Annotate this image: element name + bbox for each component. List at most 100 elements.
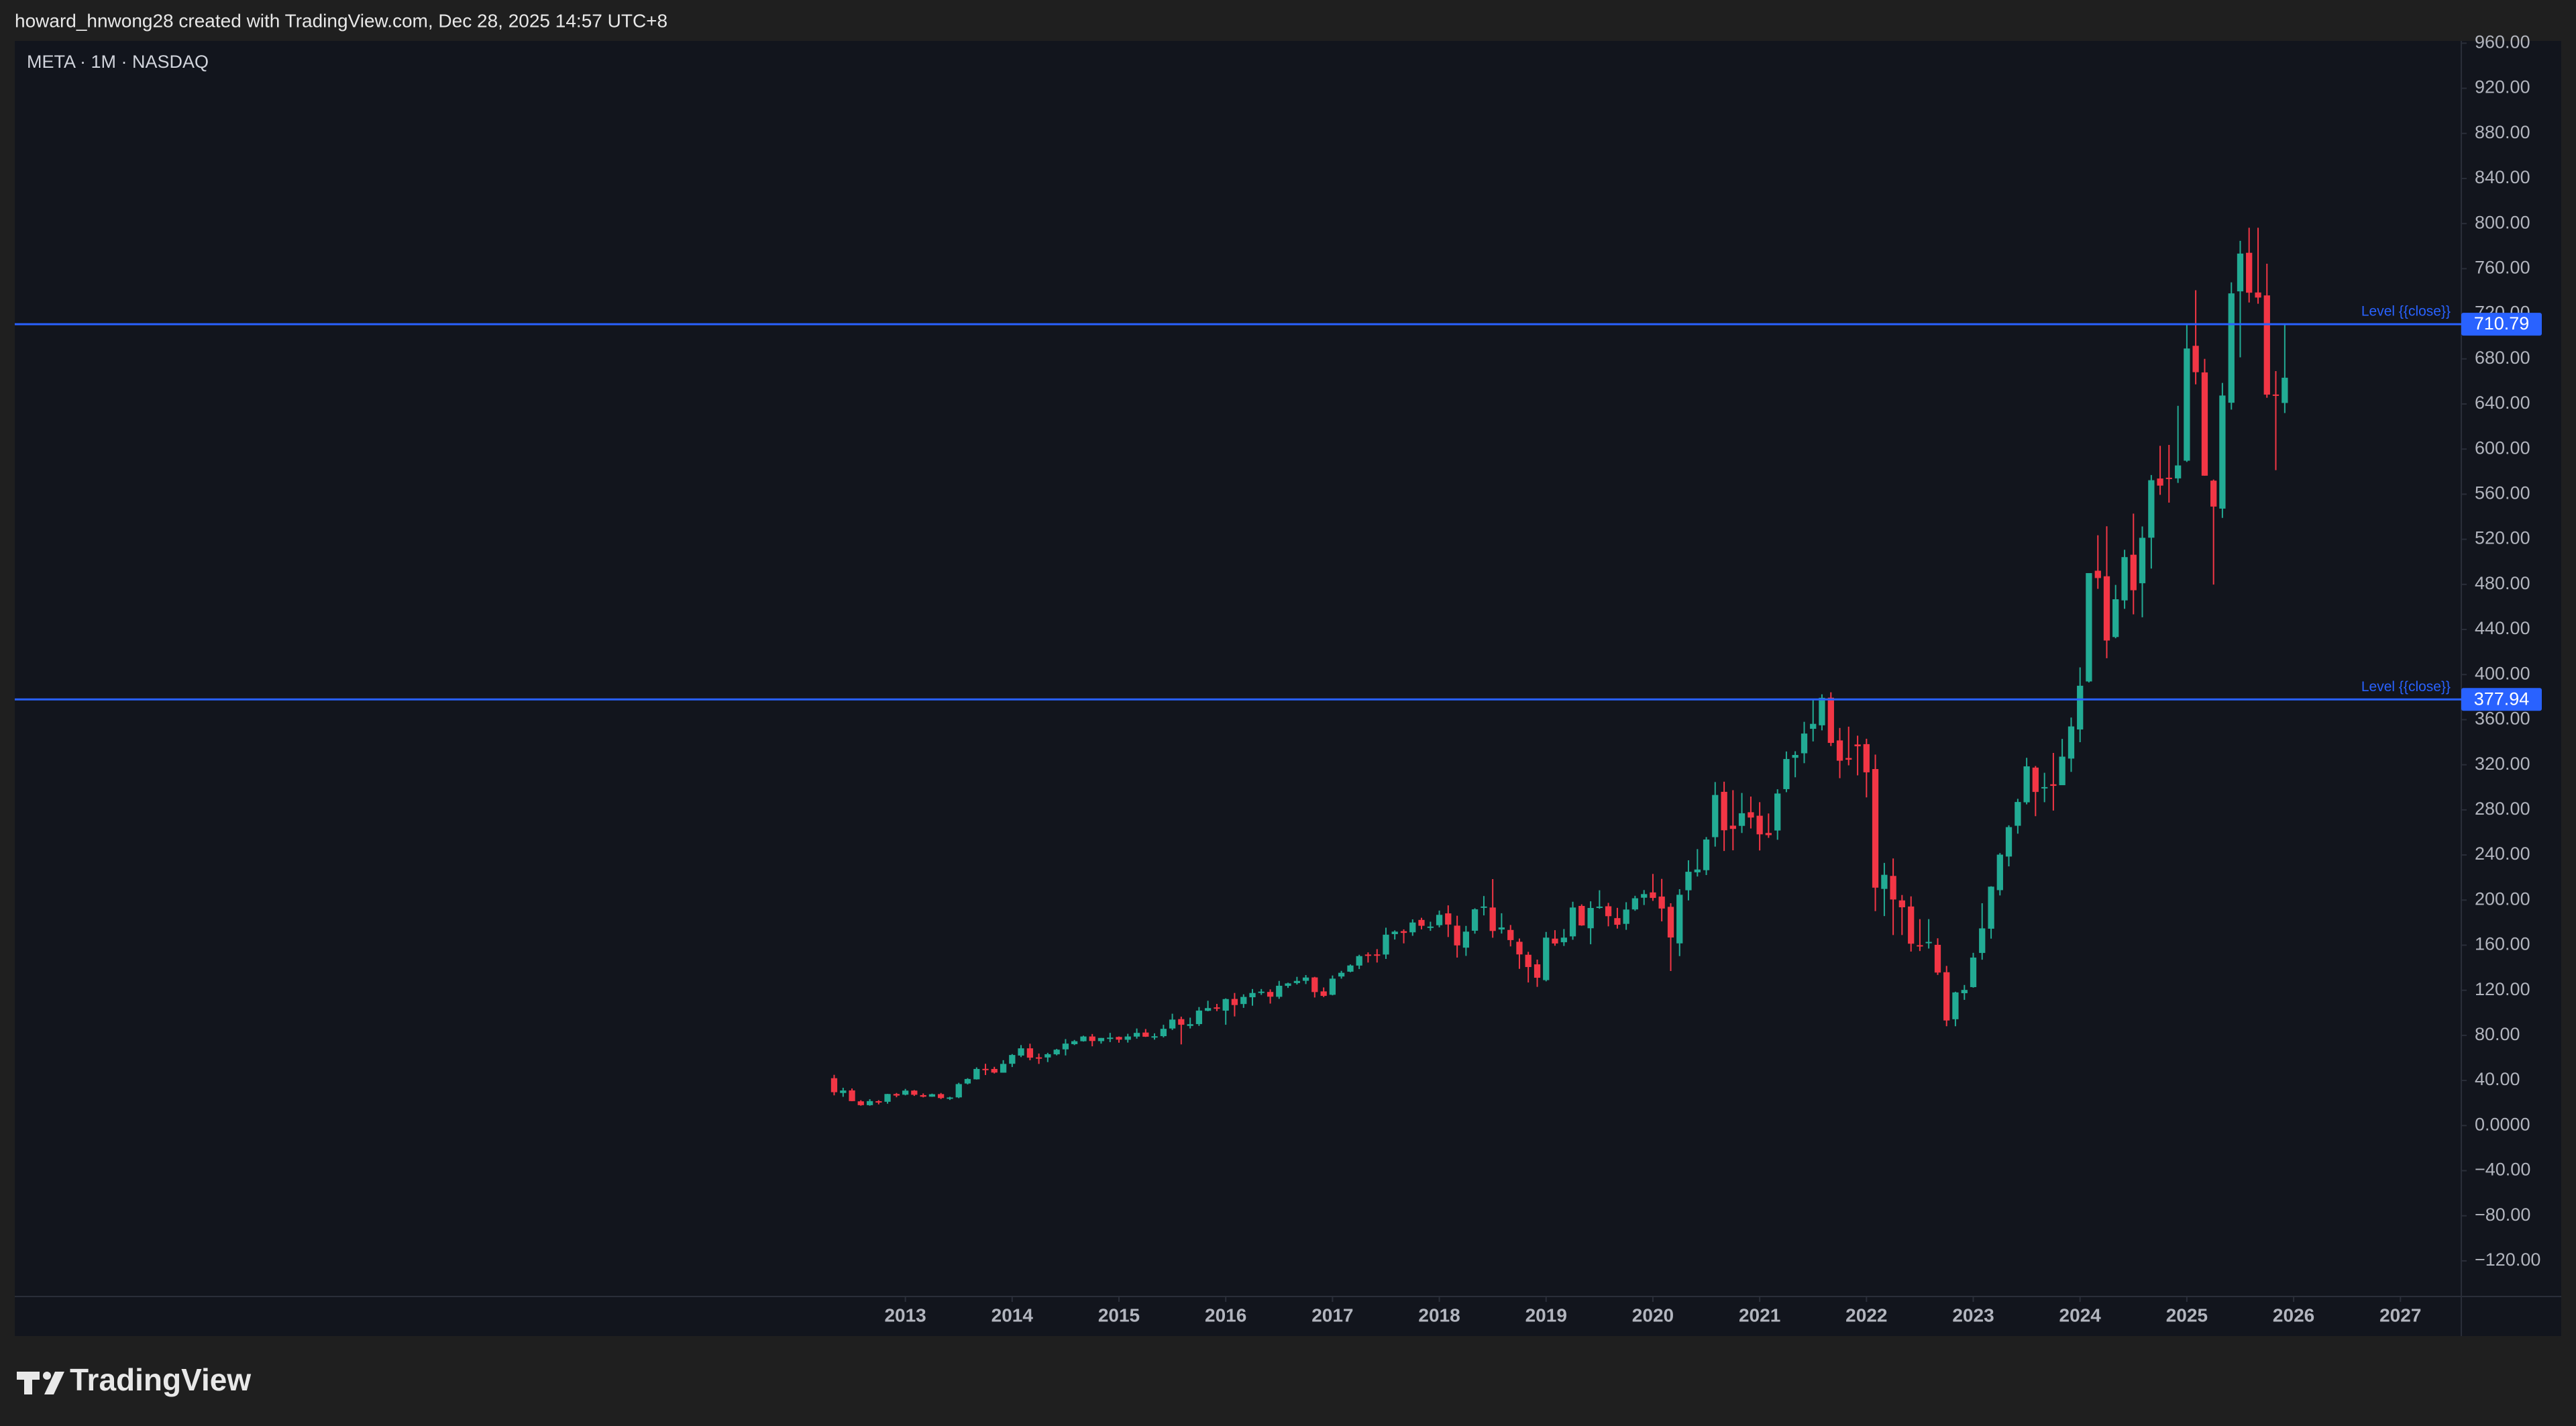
y-tick-label: 240.00	[2475, 844, 2530, 864]
candle-body	[1881, 874, 1888, 889]
chart-pane	[15, 41, 2561, 1336]
level-label: Level {{close}}	[2361, 679, 2451, 695]
candle-body	[1934, 944, 1941, 973]
candle-body	[893, 1094, 900, 1096]
y-tick-label: 360.00	[2475, 709, 2530, 729]
price-badge	[2461, 313, 2542, 336]
y-tick-label: 40.00	[2475, 1069, 2520, 1089]
x-tick-label: 2015	[1098, 1305, 1140, 1325]
y-tick-label: 440.00	[2475, 618, 2530, 638]
candle-body	[1044, 1054, 1051, 1058]
y-tick-label: 200.00	[2475, 888, 2530, 909]
candle-body	[1552, 938, 1558, 944]
price-badge-text: 377.94	[2474, 689, 2530, 709]
candle-body	[849, 1090, 855, 1101]
candle-body	[1836, 740, 1843, 761]
candle-body	[1819, 697, 1825, 725]
candle-body	[1418, 919, 1425, 926]
candle-body	[1685, 872, 1692, 890]
candle-body	[1872, 769, 1879, 888]
candle-body	[1267, 992, 1274, 997]
candle-body	[2282, 377, 2288, 403]
candle-body	[1427, 926, 1434, 928]
candle-body	[1320, 991, 1327, 997]
y-tick-label: 760.00	[2475, 258, 2530, 278]
candle-body	[1471, 909, 1479, 931]
candle-body	[991, 1068, 998, 1073]
candle-body	[1240, 997, 1247, 1005]
candle-body	[1026, 1048, 1034, 1058]
candle-body	[1676, 895, 1683, 944]
candle-body	[1979, 928, 1986, 954]
brand-logo: TradingView	[17, 1362, 251, 1397]
candle-body	[1898, 900, 1905, 908]
candle-body	[964, 1078, 971, 1084]
x-tick-label: 2023	[1952, 1305, 1994, 1325]
y-tick-label: 0.0000	[2475, 1114, 2530, 1134]
y-tick-label: 520.00	[2475, 528, 2530, 548]
candle-body	[1854, 744, 1861, 747]
candle-body	[1364, 954, 1372, 956]
candle-body	[1516, 941, 1523, 955]
candle-body	[1249, 992, 1256, 998]
candle-body	[2219, 395, 2226, 509]
candle-body	[1961, 990, 1968, 994]
candle-body	[1222, 999, 1229, 1011]
candle-body	[1080, 1036, 1087, 1041]
candle-body	[1436, 915, 1443, 925]
candle-body	[973, 1068, 980, 1080]
y-tick-label: −120.00	[2475, 1250, 2540, 1270]
candle-body	[1738, 813, 1746, 826]
candle-body	[1285, 983, 1291, 986]
candle-body	[1525, 954, 1532, 968]
candle-body	[2015, 802, 2021, 826]
candle-body	[1631, 898, 1639, 910]
candle-body	[830, 1078, 838, 1092]
candle-body	[928, 1094, 936, 1097]
candle-body	[1774, 793, 1781, 831]
candle-body	[1890, 876, 1896, 900]
x-tick-label: 2016	[1205, 1305, 1246, 1325]
candle-body	[1996, 854, 2003, 890]
candle-body	[2184, 348, 2190, 461]
y-tick-label: 680.00	[2475, 348, 2530, 368]
header-text: howard_hnwong28 created with TradingView…	[15, 10, 667, 31]
candle-body	[1338, 972, 1345, 977]
candle-body	[1204, 1008, 1212, 1011]
candle-body	[1214, 1007, 1220, 1009]
x-tick-label: 2022	[1845, 1305, 1887, 1325]
y-tick-label: 400.00	[2475, 663, 2530, 683]
candle-body	[1276, 985, 1283, 997]
candle-body	[1623, 909, 1629, 924]
candle-body	[1178, 1019, 1185, 1025]
y-tick-label: 320.00	[2475, 754, 2530, 774]
candle-body	[2201, 372, 2208, 476]
y-tick-label: 160.00	[2475, 934, 2530, 954]
candle-body	[1917, 945, 1923, 947]
candle-body	[1097, 1037, 1105, 1041]
candle-body	[1409, 922, 1416, 933]
candle-body	[2246, 252, 2253, 293]
candle-body	[2059, 756, 2065, 786]
candle-body	[2086, 573, 2092, 682]
candle-body	[1089, 1036, 1095, 1041]
candle-body	[920, 1094, 926, 1097]
candle-body	[1943, 972, 1950, 1021]
candle-body	[1756, 815, 1763, 835]
candle-body	[2228, 293, 2235, 403]
candle-body	[2103, 576, 2110, 641]
candle-body	[1970, 957, 1977, 987]
candle-body	[875, 1101, 882, 1103]
candle-body	[1765, 833, 1772, 835]
y-tick-label: 920.00	[2475, 77, 2530, 97]
candle-body	[1133, 1033, 1140, 1037]
candle-body	[1569, 907, 1576, 937]
candle-body	[1543, 937, 1550, 980]
y-tick-label: 120.00	[2475, 979, 2530, 999]
candle-body	[1062, 1043, 1069, 1050]
level-label: Level {{close}}	[2361, 304, 2451, 319]
candle-body	[1792, 755, 1799, 758]
x-tick-label: 2024	[2059, 1305, 2102, 1325]
